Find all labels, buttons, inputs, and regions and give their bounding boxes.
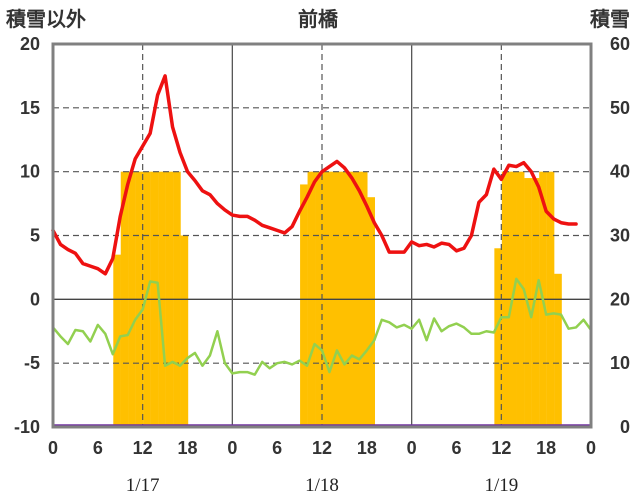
right-tick-label: 10: [610, 353, 630, 373]
left-tick-label: 10: [20, 162, 40, 182]
gridlines: [53, 44, 591, 427]
snow-depth-bar: [494, 248, 503, 427]
right-axis-label: 積雪: [590, 8, 630, 31]
left-tick-label: -10: [14, 417, 40, 437]
x-tick-label: 12: [312, 438, 332, 458]
x-tick-label: 18: [177, 438, 197, 458]
right-tick-label: 30: [610, 226, 630, 246]
right-tick-label: 40: [610, 162, 630, 182]
x-tick-label: 0: [227, 438, 237, 458]
left-tick-label: 5: [30, 226, 40, 246]
x-tick-label: 6: [93, 438, 103, 458]
dew-point-line: [51, 277, 593, 376]
left-axis-label: 積雪以外: [6, 7, 86, 31]
snow-depth-bar: [554, 273, 562, 427]
x-tick-label: 12: [133, 438, 153, 458]
left-tick-label: 20: [20, 34, 40, 54]
x-tick-label: 0: [586, 438, 596, 458]
x-tick-label: 6: [272, 438, 282, 458]
date-label: 1/17: [126, 475, 160, 496]
snow-depth-bar: [180, 235, 189, 427]
date-label: 1/18: [305, 475, 339, 496]
left-tick-label: 15: [20, 98, 40, 118]
plot-frame: [51, 42, 593, 429]
snow-depth-bar: [300, 184, 308, 427]
date-label: 1/19: [484, 475, 518, 496]
x-tick-label: 18: [536, 438, 556, 458]
x-tick-label: 18: [357, 438, 377, 458]
right-tick-label: 0: [620, 417, 630, 437]
left-tick-label: 0: [30, 289, 40, 309]
plot-border: [51, 42, 593, 429]
right-tick-label: 60: [610, 34, 630, 54]
x-tick-label: 6: [451, 438, 461, 458]
x-tick-label: 12: [491, 438, 511, 458]
x-tick-label: 0: [407, 438, 417, 458]
right-tick-label: 50: [610, 98, 630, 118]
snow-depth-bar: [367, 197, 375, 427]
right-tick-label: 20: [610, 289, 630, 309]
temperature-line: [51, 74, 578, 276]
chart-title: 前橋: [298, 7, 339, 31]
snow-depth-bar: [531, 178, 540, 427]
x-tick-label: 0: [48, 438, 58, 458]
left-tick-label: -5: [24, 353, 40, 373]
